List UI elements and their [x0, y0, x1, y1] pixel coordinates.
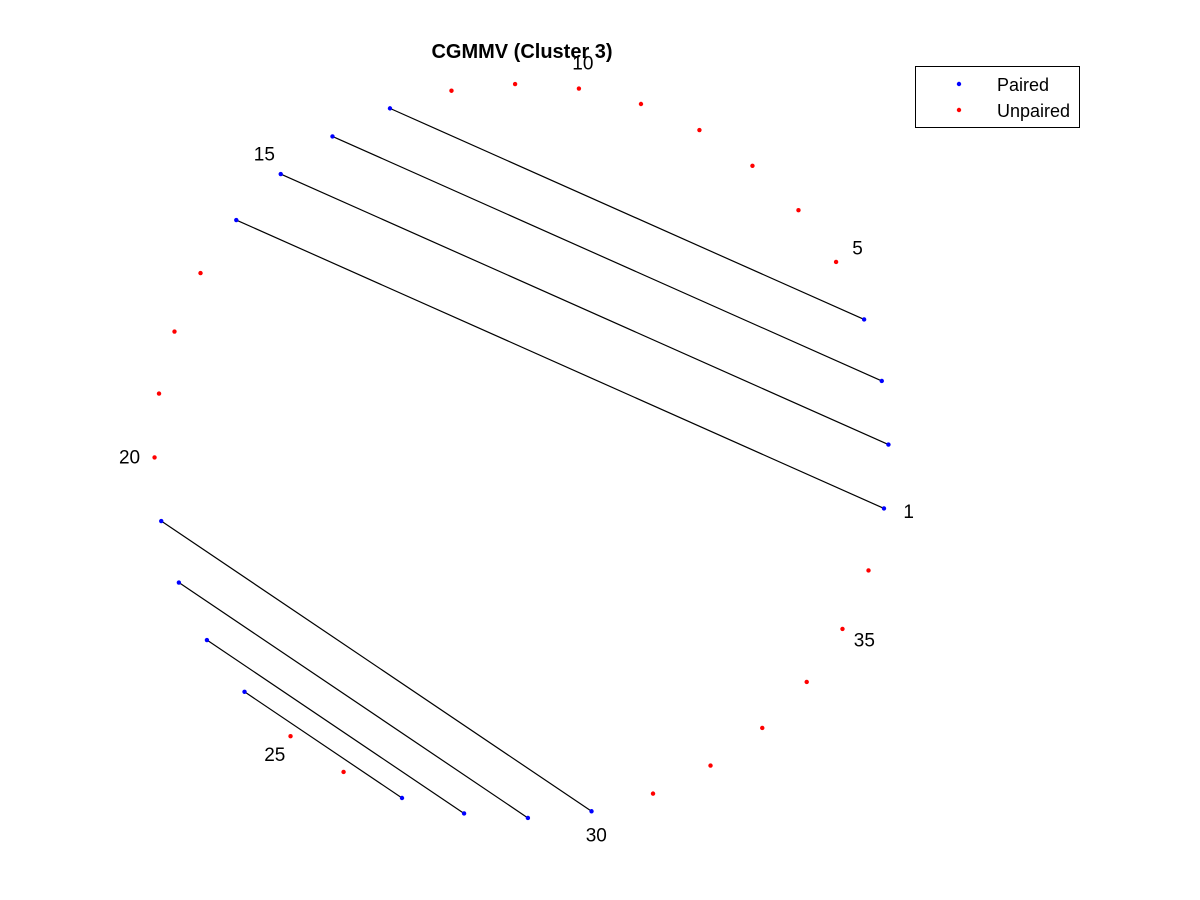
- position-label-25: 25: [264, 745, 285, 766]
- paired-point-29: [525, 815, 531, 821]
- legend-box: [915, 66, 1080, 128]
- unpaired-point-35: [840, 626, 845, 632]
- paired-point-21: [159, 518, 164, 524]
- legend-label-paired: Paired: [997, 75, 1049, 95]
- pair-link-2-15: [280, 173, 889, 446]
- paired-point-27: [399, 795, 405, 801]
- unpaired-point-36: [866, 568, 871, 573]
- unpaired-point-6: [796, 208, 801, 213]
- paired-point-15: [278, 171, 283, 177]
- unpaired-point-7: [750, 163, 755, 168]
- position-label-30: 30: [586, 825, 607, 846]
- pair-link-4-13: [389, 107, 865, 321]
- nucleotide-points: [152, 81, 891, 821]
- paired-point-1: [881, 506, 887, 511]
- paired-point-14: [330, 134, 335, 139]
- position-label-10: 10: [572, 53, 593, 74]
- position-label-35: 35: [854, 631, 875, 652]
- paired-point-13: [387, 106, 393, 111]
- pair-links: [160, 107, 889, 819]
- unpaired-point-11: [512, 81, 518, 87]
- chart-title: CGMMV (Cluster 3): [431, 41, 612, 63]
- unpaired-point-9: [638, 101, 644, 107]
- unpaired-point-32: [708, 763, 713, 768]
- pair-link-23-28: [206, 639, 465, 814]
- unpaired-point-10: [576, 86, 582, 91]
- legend: Paired Unpaired: [915, 66, 1080, 128]
- pair-link-21-30: [160, 520, 592, 812]
- paired-point-16: [234, 217, 239, 223]
- paired-point-4: [861, 317, 867, 322]
- legend-marker-unpaired: [956, 107, 962, 113]
- pair-link-24-27: [244, 691, 403, 799]
- unpaired-point-8: [697, 127, 702, 133]
- unpaired-point-34: [804, 679, 809, 685]
- paired-point-24: [242, 689, 247, 694]
- unpaired-point-31: [650, 791, 656, 796]
- position-label-20: 20: [119, 447, 140, 468]
- paired-point-28: [461, 811, 467, 816]
- paired-point-3: [879, 378, 884, 384]
- unpaired-point-26: [341, 769, 346, 775]
- position-label-1: 1: [903, 502, 914, 523]
- paired-point-23: [204, 637, 210, 643]
- unpaired-point-18: [172, 329, 177, 334]
- legend-marker-paired: [956, 81, 962, 87]
- pair-link-1-16: [236, 219, 885, 509]
- pair-link-22-29: [178, 582, 529, 819]
- unpaired-point-17: [198, 270, 203, 276]
- unpaired-point-19: [156, 391, 162, 396]
- unpaired-point-12: [449, 88, 454, 93]
- paired-point-22: [176, 580, 182, 585]
- paired-point-2: [886, 442, 891, 447]
- position-label-15: 15: [254, 145, 275, 166]
- paired-point-30: [589, 809, 594, 814]
- unpaired-point-5: [833, 259, 839, 265]
- legend-label-unpaired: Unpaired: [997, 101, 1070, 121]
- unpaired-point-20: [152, 455, 157, 460]
- unpaired-point-33: [760, 725, 765, 731]
- pair-link-3-14: [332, 135, 883, 382]
- position-label-5: 5: [852, 239, 863, 260]
- unpaired-point-25: [288, 734, 293, 739]
